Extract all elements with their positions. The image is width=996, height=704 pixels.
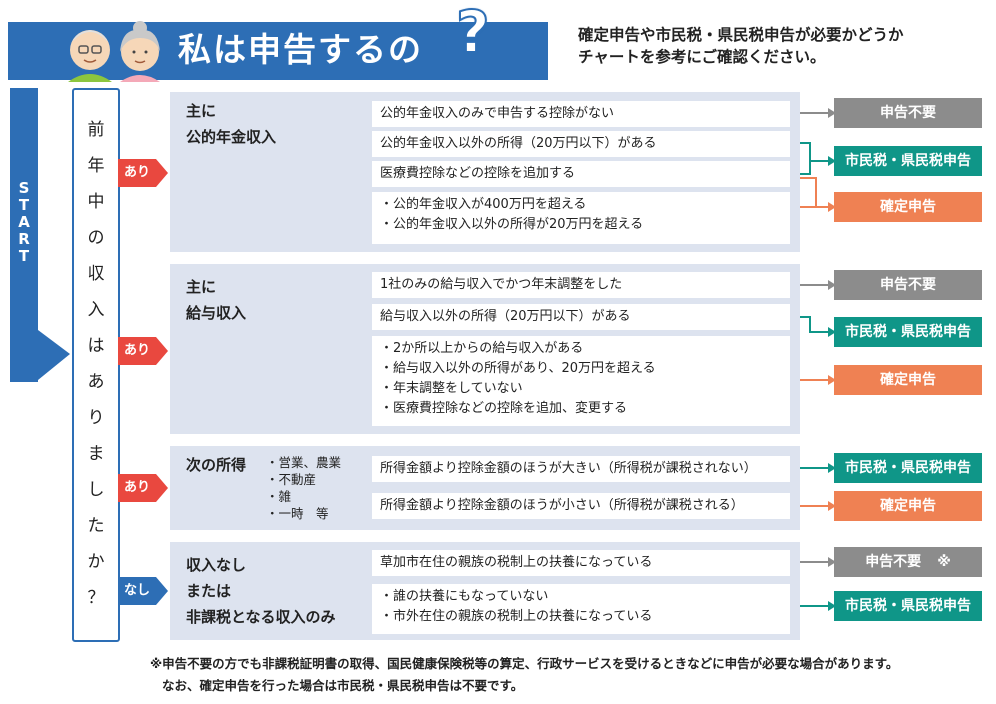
header-note: 確定申告や市民税・県民税申告が必要かどうか チャートを参考にご確認ください。 bbox=[578, 24, 988, 68]
result-resident-tax-other: 市民税・県民税申告 bbox=[834, 453, 982, 483]
elderly-couple-illustration bbox=[68, 21, 160, 82]
start-label: S T A R T bbox=[18, 179, 30, 265]
question-box: 前 年 中 の 収 入 は あ り ま し た か ？ bbox=[72, 88, 120, 642]
connector-lines bbox=[790, 108, 836, 611]
yes-tag-other: あり bbox=[124, 480, 151, 495]
salary-row-3: ・2か所以上からの給与収入がある ・給与収入以外の所得があり、20万円を超える … bbox=[372, 336, 790, 426]
pension-row-2: 公的年金収入以外の所得（20万円以下）がある bbox=[372, 131, 790, 157]
yes-tag-pension: あり bbox=[124, 165, 151, 180]
result-not-required-salary: 申告不要 bbox=[834, 270, 982, 300]
pension-row-3: 医療費控除などの控除を追加する bbox=[372, 161, 790, 187]
yes-arrow-other bbox=[118, 474, 168, 502]
result-final-return-salary: 確定申告 bbox=[834, 365, 982, 395]
category-salary: 主に 給与収入 bbox=[186, 278, 247, 322]
yes-tag-salary: あり bbox=[124, 343, 151, 358]
salary-row-2: 給与収入以外の所得（20万円以下）がある bbox=[372, 304, 790, 330]
result-final-return-pension: 確定申告 bbox=[834, 192, 982, 222]
page-title: 私は申告するの bbox=[178, 30, 423, 69]
category-pension: 主に 公的年金収入 bbox=[186, 102, 277, 146]
pension-row-1: 公的年金収入のみで申告する控除がない bbox=[372, 101, 790, 127]
footnote-line1: ※申告不要の方でも非課税証明書の取得、国民健康保険税等の算定、行政サービスを受け… bbox=[150, 656, 899, 671]
result-resident-tax-none: 市民税・県民税申告 bbox=[834, 591, 982, 621]
footnote-line2: なお、確定申告を行った場合は市民税・県民税申告は不要です。 bbox=[162, 678, 524, 693]
none-row-2: ・誰の扶養にもなっていない ・市外在住の親族の税制上の扶養になっている bbox=[372, 584, 790, 634]
category-other: 次の所得 bbox=[186, 456, 247, 474]
no-arrow bbox=[118, 577, 168, 605]
salary-row-1: 1社のみの給与収入でかつ年末調整をした bbox=[372, 272, 790, 298]
other-income-list: ・営業、農業 ・不動産 ・雑 ・一時 等 bbox=[266, 455, 342, 521]
asterisk-mark: ※ bbox=[937, 554, 951, 570]
category-none: 収入なし または 非課税となる収入のみ bbox=[186, 556, 336, 626]
header-note-line1: 確定申告や市民税・県民税申告が必要かどうか bbox=[578, 26, 904, 44]
start-arrow-head bbox=[10, 328, 70, 380]
yes-arrow-pension bbox=[118, 159, 168, 187]
result-final-return-other: 確定申告 bbox=[834, 491, 982, 521]
result-not-required-none: 申告不要 ※ bbox=[834, 547, 982, 577]
pension-row-4: ・公的年金収入が400万円を超える ・公的年金収入以外の所得が20万円を超える bbox=[372, 192, 790, 244]
yes-arrow-salary bbox=[118, 337, 168, 365]
no-tag: なし bbox=[124, 583, 151, 598]
result-not-required-pension: 申告不要 bbox=[834, 98, 982, 128]
result-resident-tax-salary: 市民税・県民税申告 bbox=[834, 317, 982, 347]
none-row-1: 草加市在住の親族の税制上の扶養になっている bbox=[372, 550, 790, 576]
question-mark: ? bbox=[455, 0, 491, 66]
header-note-line2: チャートを参考にご確認ください。 bbox=[578, 48, 826, 66]
result-resident-tax-pension: 市民税・県民税申告 bbox=[834, 146, 982, 176]
other-row-1: 所得金額より控除金額のほうが大きい（所得税が課税されない） bbox=[372, 456, 790, 482]
other-row-2: 所得金額より控除金額のほうが小さい（所得税が課税される） bbox=[372, 493, 790, 519]
